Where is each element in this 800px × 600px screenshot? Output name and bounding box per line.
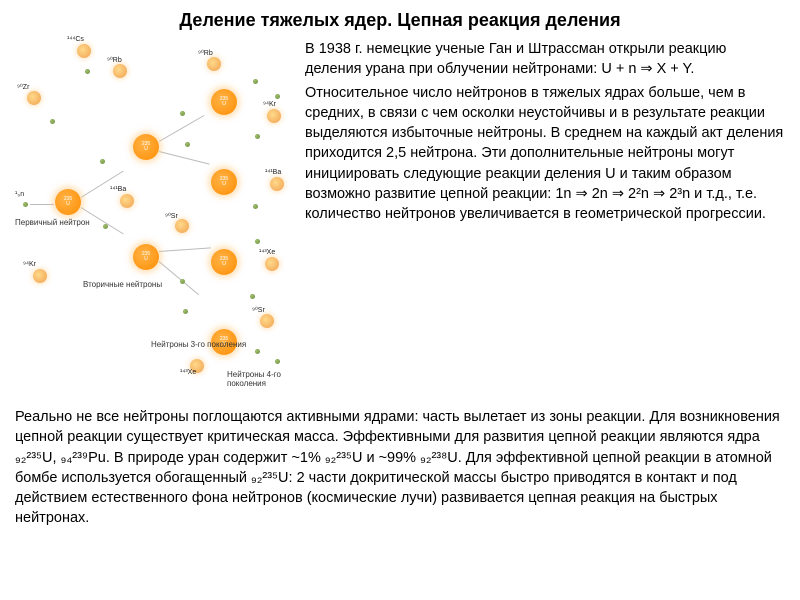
fission-fragment: [120, 194, 134, 208]
neutron: [253, 79, 258, 84]
diagram-caption: Первичный нейтрон: [15, 219, 90, 228]
neutron: [100, 159, 105, 164]
neutron: [85, 69, 90, 74]
fragment-label: ¹⁴¹Ba: [110, 186, 126, 193]
fragment-label: ¹⁴¹Ba: [265, 169, 281, 176]
diagram-caption: Нейтроны 3-го поколения: [151, 341, 246, 350]
neutron: [185, 142, 190, 147]
neutron: [275, 359, 280, 364]
nucleus-label: 235 U: [220, 257, 228, 267]
fragment-label: ⁹⁴Kr: [23, 261, 36, 268]
diagram-caption: Нейтроны 4-го поколения: [227, 371, 295, 389]
arrow: [159, 151, 210, 165]
uranium-nucleus: 235 U: [133, 134, 159, 160]
fragment-label: ⁹⁰Rb: [198, 49, 213, 57]
neutron: [250, 294, 255, 299]
neutron: [255, 239, 260, 244]
uranium-nucleus: 235 U: [211, 249, 237, 275]
fission-fragment: [267, 109, 281, 123]
fission-diagram: 235 U235 U235 U235 U235 U235 U235 U¹⁴⁴Cs…: [15, 39, 295, 399]
neutron: [253, 204, 258, 209]
fission-fragment: [260, 314, 274, 328]
main-paragraphs: В 1938 г. немецкие ученые Ган и Штрассма…: [305, 39, 785, 399]
fission-fragment: [77, 44, 91, 58]
fragment-label: ⁹⁴Kr: [263, 101, 276, 108]
neutron: [180, 279, 185, 284]
page-title: Деление тяжелых ядер. Цепная реакция дел…: [15, 10, 785, 31]
arrow: [81, 171, 124, 198]
fission-fragment: [27, 91, 41, 105]
nucleus-label: 235 U: [220, 177, 228, 187]
bottom-paragraph: Реально не все нейтроны поглощаются акти…: [15, 407, 785, 529]
paragraph-2: Относительное число нейтронов в тяжелых …: [305, 83, 785, 225]
fission-fragment: [113, 64, 127, 78]
content-row: 235 U235 U235 U235 U235 U235 U235 U¹⁴⁴Cs…: [15, 39, 785, 399]
neutron: [275, 94, 280, 99]
nucleus-label: 235 U: [220, 97, 228, 107]
nucleus-label: 235 U: [64, 197, 72, 207]
uranium-nucleus: 235 U: [55, 189, 81, 215]
nucleus-label: 235 U: [142, 142, 150, 152]
neutron: [103, 224, 108, 229]
fission-fragment: [175, 219, 189, 233]
uranium-nucleus: 235 U: [211, 89, 237, 115]
uranium-nucleus: 235 U: [211, 169, 237, 195]
fission-fragment: [265, 257, 279, 271]
fragment-label: ¹⁴³Xe: [259, 249, 275, 256]
neutron: [255, 349, 260, 354]
fragment-label: ⁹⁰Sr: [252, 306, 265, 314]
paragraph-1: В 1938 г. немецкие ученые Ган и Штрассма…: [305, 39, 785, 80]
neutron-label: ¹₀n: [15, 191, 24, 198]
fission-fragment: [270, 177, 284, 191]
fission-fragment: [207, 57, 221, 71]
nucleus-label: 235 U: [142, 252, 150, 262]
arrow: [30, 204, 54, 205]
fragment-label: ⁹⁰Zr: [17, 83, 29, 91]
fragment-label: ⁹⁰Rb: [107, 56, 122, 64]
fragment-label: ⁹⁰Sr: [165, 212, 178, 220]
arrow: [159, 115, 205, 142]
neutron: [180, 111, 185, 116]
fragment-label: ¹⁴³Xe: [180, 369, 196, 376]
neutron: [50, 119, 55, 124]
fission-fragment: [33, 269, 47, 283]
arrow: [159, 261, 199, 295]
diagram-caption: Вторичные нейтроны: [83, 281, 162, 290]
uranium-nucleus: 235 U: [133, 244, 159, 270]
neutron: [255, 134, 260, 139]
fragment-label: ¹⁴⁴Cs: [67, 36, 84, 43]
arrow: [159, 247, 211, 252]
neutron: [183, 309, 188, 314]
neutron: [23, 202, 28, 207]
